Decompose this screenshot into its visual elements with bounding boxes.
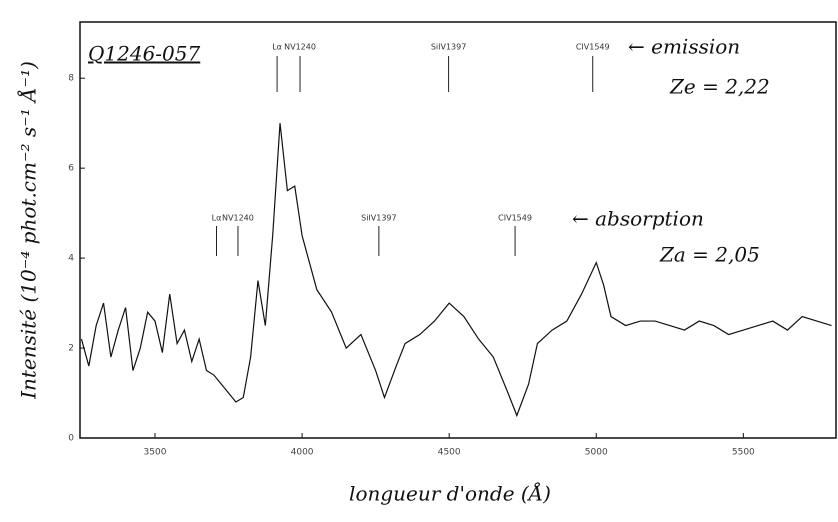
- x-tick-label: 4500: [438, 448, 461, 458]
- line-label: NV1240: [222, 214, 254, 223]
- line-label: Lα: [212, 214, 222, 223]
- line-label: Lα: [272, 43, 282, 52]
- spectrum-line: [80, 123, 832, 418]
- absorption-z: Za = 2,05: [659, 243, 760, 267]
- plot-frame: [79, 21, 837, 439]
- line-label: CIV1549: [576, 43, 610, 52]
- absorption-note: ← absorption: [572, 207, 704, 231]
- y-tick-label: 8: [68, 74, 74, 84]
- x-tick-label: 5500: [732, 448, 755, 458]
- y-tick-label: 4: [68, 254, 74, 264]
- emission-z: Ze = 2,22: [669, 75, 770, 99]
- y-tick-label: 0: [68, 434, 74, 444]
- line-label: SiIV1397: [431, 43, 467, 52]
- x-tick-label: 4000: [291, 448, 314, 458]
- line-label: NV1240: [284, 43, 316, 52]
- line-label: SiIV1397: [361, 214, 397, 223]
- x-axis-label: longueur d'onde (Å): [349, 481, 551, 506]
- y-axis-label: Intensité (10⁻⁴ phot.cm⁻² s⁻¹ Å⁻¹): [16, 61, 41, 400]
- emission-note: ← emission: [628, 35, 740, 59]
- x-tick-label: 5000: [585, 448, 608, 458]
- y-tick-label: 2: [68, 344, 74, 354]
- line-label: CIV1549: [498, 214, 532, 223]
- x-tick-label: 3500: [144, 448, 167, 458]
- y-tick-label: 6: [68, 164, 74, 174]
- chart-title: Q1246-057: [88, 42, 201, 66]
